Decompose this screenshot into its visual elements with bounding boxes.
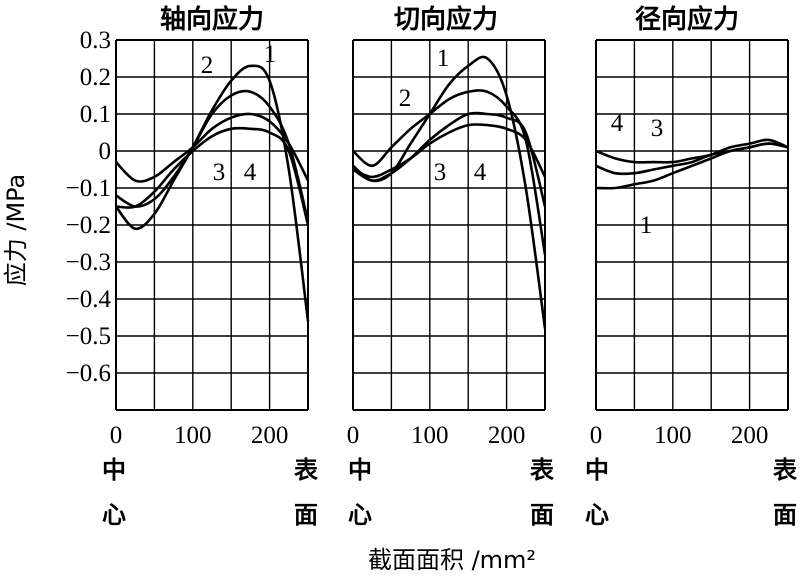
series-line-3 [595, 142, 789, 176]
series-annotation-3: 3 [213, 159, 226, 186]
series-annotation-3: 3 [651, 115, 664, 142]
series-line-1 [114, 64, 310, 322]
panel-title-radial: 径向应力 [635, 4, 739, 35]
x-tick-label: 200 [488, 422, 526, 449]
surface-label-2-line2: 面 [530, 501, 554, 529]
y-tick-label: 0.2 [80, 64, 111, 91]
x-tick-label: 0 [110, 422, 123, 449]
chart-panel-1: 0 100 200 0.3 0.2 0.1 0 −0.1 −0.2 −0.3 −0.4 −0.5 −0.… [66, 27, 310, 449]
series-annotation-3: 3 [434, 159, 447, 186]
x-tick-label: 200 [251, 422, 289, 449]
y-tick-label: −0.3 [66, 249, 111, 276]
y-tick-label: 0.1 [80, 101, 111, 128]
center-label-2-line1: 中 [348, 456, 372, 484]
y-tick-label: −0.1 [66, 175, 111, 202]
center-label-1-line1: 中 [102, 456, 126, 484]
series-annotation-1: 1 [640, 212, 653, 239]
chart-panel-3: 0 100 200 4 3 1 [590, 39, 789, 449]
series-annotation-1: 1 [437, 45, 450, 72]
x-tick-label: 200 [731, 422, 769, 449]
series-annotation-2: 2 [201, 52, 214, 79]
series-annotation-4: 4 [244, 159, 257, 186]
y-tick-label: 0 [99, 138, 112, 165]
y-tick-label: −0.2 [66, 212, 111, 239]
surface-label-3-line1: 表 [773, 456, 798, 484]
center-label-3-line1: 中 [585, 456, 609, 484]
series-line-2 [352, 89, 547, 255]
center-label-3-line2: 心 [585, 501, 609, 529]
series-annotation-1: 1 [264, 41, 277, 68]
panel-title-axial: 轴向应力 [160, 4, 264, 35]
series-line-4 [115, 126, 310, 226]
x-tick-label: 0 [590, 422, 603, 449]
y-tick-label: 0.3 [80, 27, 111, 54]
series-annotation-4: 4 [611, 110, 624, 137]
y-axis-label: 应力 /MPa [2, 174, 30, 287]
chart-panel-2: 0 100 200 12 3 4 [347, 39, 547, 449]
x-tick-label: 100 [411, 422, 449, 449]
series-line-4 [595, 138, 789, 164]
y-tick-label: −0.5 [66, 323, 111, 350]
series-line-3 [352, 111, 547, 207]
surface-label-1-line2: 面 [294, 501, 318, 529]
surface-label-2-line1: 表 [530, 456, 555, 484]
center-label-2-line2: 心 [348, 501, 372, 529]
center-label-1-line2: 心 [102, 501, 126, 529]
series-line-4 [352, 123, 547, 179]
series-line-2 [115, 89, 310, 222]
y-tick-label: −0.6 [66, 360, 111, 387]
surface-label-1-line1: 表 [294, 456, 319, 484]
x-tick-label: 100 [174, 422, 212, 449]
series-annotation-4: 4 [474, 159, 487, 186]
series-line-3 [115, 112, 310, 183]
x-tick-label: 100 [654, 422, 692, 449]
panel-title-tangential: 切向应力 [394, 4, 498, 35]
y-tick-label: −0.4 [66, 286, 112, 313]
x-tick-label: 0 [347, 422, 360, 449]
series-annotation-2: 2 [399, 85, 412, 112]
surface-label-3-line2: 面 [773, 501, 797, 529]
x-axis-label: 截面面积 /mm² [368, 546, 536, 574]
